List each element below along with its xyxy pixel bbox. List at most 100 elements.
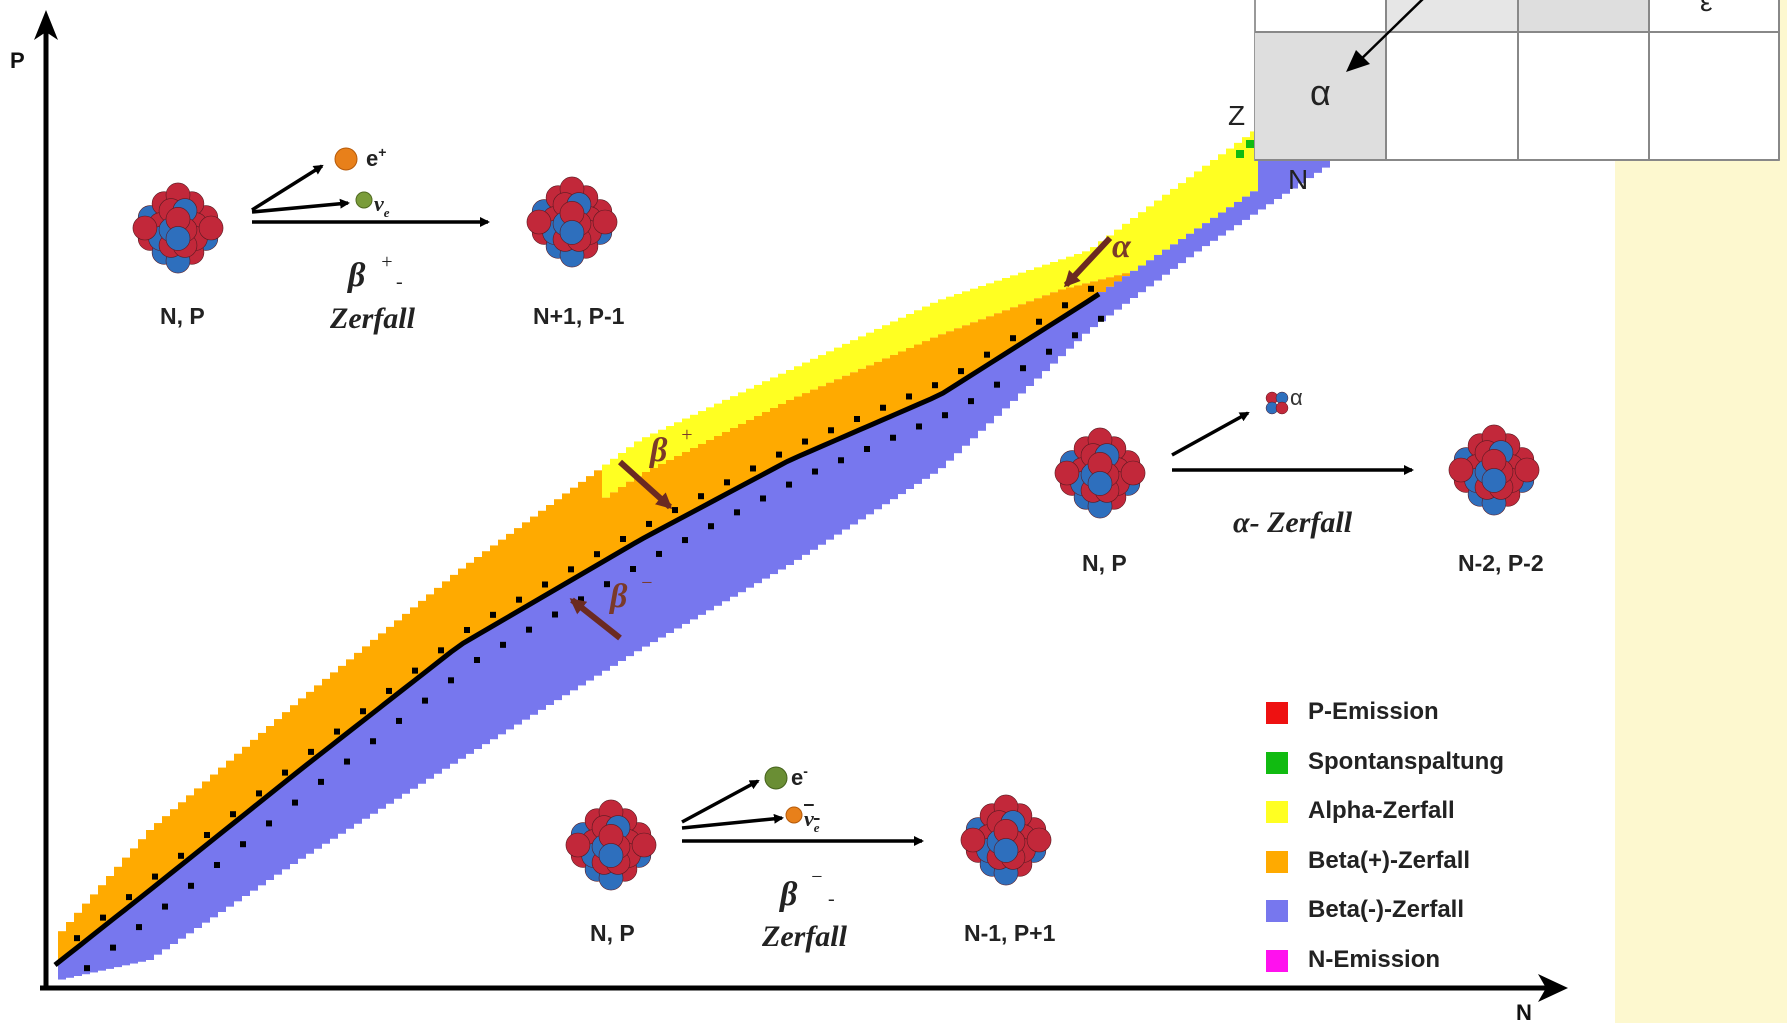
beta-minus-band-cell [842,435,850,530]
neutron-sphere [165,226,191,251]
beta-plus-band-cell [1122,273,1130,277]
beta-minus-band-cell [402,687,410,794]
beta-plus-band-cell [530,516,538,602]
beta-plus-band-cell [882,358,890,419]
beta-plus-band-cell [834,379,842,440]
beta-plus-band-cell [290,705,298,775]
alpha-band-cell [706,407,714,440]
beta-minus-band-cell [1298,160,1306,184]
alpha-from-label: N, P [1082,550,1127,576]
stability-dot [890,434,896,441]
beta-minus-band-cell [898,411,906,495]
antineutrino-text: ν [804,806,814,831]
beta-plus-band-cell [650,468,658,533]
beta-minus-band-cell [146,890,154,960]
proton-sphere [565,832,591,858]
stability-dot [750,465,756,472]
electron-text: e [791,765,804,790]
beta-plus-band-cell [554,499,562,588]
proton-sphere [592,209,618,235]
beta-minus-band-cell [1082,302,1090,334]
legend-swatch [1266,850,1288,873]
stability-dot [162,903,168,910]
legend-label: Beta(+)-Zerfall [1308,846,1471,874]
stability-dot [152,873,158,880]
beta-minus-band-cell [1090,297,1098,328]
beta-plus-band-cell [954,328,962,384]
alpha-band-cell [938,299,946,335]
beta-minus-band-cell [1178,239,1186,264]
alpha-band-cell [914,310,922,345]
beta-minus-band-cell [1306,160,1314,179]
alpha-band-cell [762,381,770,412]
beta-plus-band-cell [74,912,82,947]
stability-dot [74,935,80,942]
stability-dot [490,611,496,618]
beta-plus-band-cell [1026,301,1034,338]
beta-plus-band-cell [274,719,282,788]
beta-minus-band-cell [570,578,578,691]
alpha-band-cell [786,370,794,400]
beta-minus-band-cell [1322,160,1330,168]
beta-minus-band-cell [730,489,738,597]
beta-plus-band-cell [242,746,250,814]
beta-plus-to-label: N+1, P-1 [533,303,625,329]
stability-dot [318,778,324,785]
alpha-band-cell [1026,270,1034,302]
alpha-band-cell [1170,188,1178,245]
beta-plus-band-cell [562,493,570,584]
beta-minus-band-cell [1290,160,1298,189]
beta-plus-band-cell [698,444,706,507]
alpha-arrows [1171,411,1414,475]
alpha-band-cell [690,414,698,448]
stability-dot [214,862,220,868]
stability-dot [916,423,922,430]
stability-dot [646,520,652,527]
beta-plus-band-cell [842,375,850,436]
beta-plus-band-cell [1114,275,1122,282]
stability-dot [812,468,818,475]
beta-minus-band-cell [266,794,274,880]
alpha-band-cell [658,429,666,464]
beta-minus-band-cell [530,601,538,715]
neutrino-label: νe [374,191,390,220]
beta-minus-band-cell [586,569,594,681]
alpha-band-cell [1194,171,1202,229]
beta-plus-band-cell [578,481,586,574]
beta-plus-band-cell [482,551,490,630]
beta-plus-symbol-text: β [348,257,366,294]
alpha-band-cell [1250,131,1258,192]
beta-minus-band-cell [250,806,258,891]
neutrino-dot-beta-plus [355,191,373,209]
beta-minus-symbol-text: β [780,876,798,913]
beta-plus-band-cell [866,365,874,426]
beta-minus-band-cell [986,363,994,424]
stability-dot [126,894,132,901]
beta-plus-band-cell [362,646,370,719]
alpha-band-cell [866,332,874,366]
beta-plus-band-cell [1018,304,1026,344]
beta-plus-band-cell [202,781,210,846]
beta-minus-band-cell [650,532,658,643]
alpha-band-cell [626,447,634,482]
stability-dot [1062,302,1068,309]
stability-dot [188,882,194,889]
beta-plus-band-cell [82,903,90,941]
beta-minus-symbol: β − - [780,866,835,914]
nucleus-beta-plus-parent [132,182,224,274]
chart-beta-plus-text: β [650,432,668,469]
alpha-band-cell [1202,165,1210,224]
beta-plus-band-cell [154,823,162,884]
beta-plus-band-cell [426,594,434,669]
electron-label: e- [791,763,808,791]
beta-plus-band-cell [442,581,450,656]
beta-plus-band-cell [458,568,466,644]
beta-minus-band-cell [170,870,178,944]
proton-sphere [1448,457,1474,483]
beta-minus-band-cell [906,408,914,489]
beta-plus-band-cell [130,848,138,903]
proton-sphere [526,209,552,235]
stability-dot [958,368,964,375]
beta-minus-symbol-dash: - [828,888,835,910]
beta-minus-band-cell [1130,270,1138,298]
